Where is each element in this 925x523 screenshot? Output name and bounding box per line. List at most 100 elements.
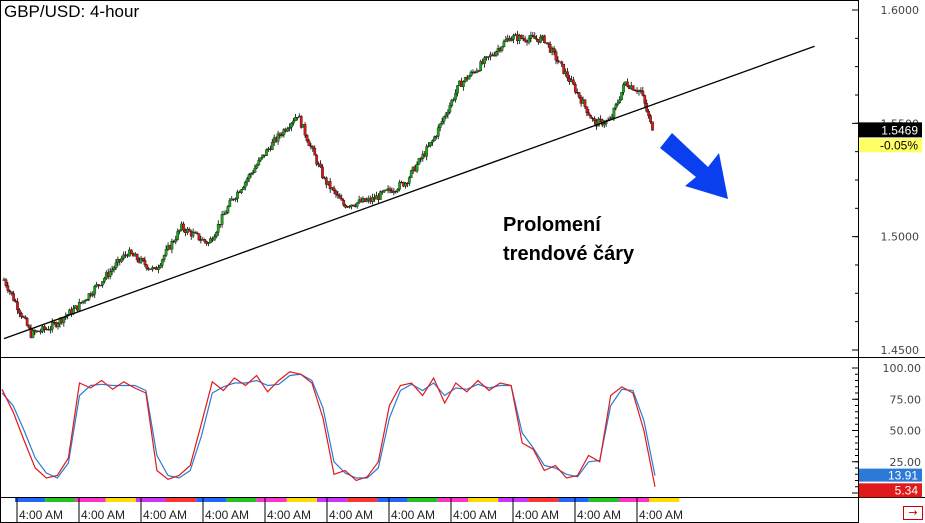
candle-up — [442, 116, 446, 122]
candle-down — [543, 35, 546, 44]
candle-down — [16, 301, 19, 311]
candle-up — [228, 200, 232, 207]
day-color-band — [105, 498, 136, 502]
candle-down — [334, 190, 338, 195]
stoch-tick-label: 50.00 — [890, 425, 922, 438]
candle-up — [50, 322, 54, 330]
candle-up — [122, 254, 126, 259]
candle-up — [290, 122, 293, 128]
candle-down — [27, 325, 31, 329]
candle-down — [406, 182, 409, 185]
candle-down — [303, 124, 307, 136]
candle-down — [566, 71, 569, 79]
candle-down — [143, 260, 147, 265]
candle-up — [512, 35, 515, 40]
candle-up — [178, 229, 181, 232]
candle-down — [338, 195, 342, 199]
candle-up — [83, 300, 87, 302]
candle-up — [48, 329, 52, 331]
candle-down — [324, 177, 328, 185]
candle-down — [195, 232, 199, 234]
candle-down — [626, 81, 629, 87]
candle-up — [170, 241, 174, 250]
candle-up — [355, 202, 359, 207]
breakout-arrow-icon — [660, 133, 728, 199]
candle-down — [340, 198, 344, 201]
candle-up — [224, 212, 228, 215]
time-tick-label: 4:00 AM — [577, 508, 621, 522]
candle-down — [4, 279, 8, 286]
candle-up — [245, 178, 249, 183]
candle-down — [321, 166, 324, 179]
candle-up — [417, 158, 421, 165]
candle-up — [407, 177, 411, 184]
candle-down — [145, 264, 149, 269]
candle-up — [475, 70, 479, 73]
scroll-to-end-button[interactable]: → — [903, 506, 923, 520]
candle-up — [261, 154, 264, 158]
candle-up — [162, 255, 166, 260]
candle-up — [539, 36, 542, 43]
candle-up — [446, 112, 450, 115]
candle-up — [243, 181, 247, 188]
time-tick-label: 4:00 AM — [267, 508, 311, 522]
candle-up — [85, 299, 89, 301]
candle-up — [602, 123, 606, 126]
candle-up — [622, 84, 625, 93]
candle-up — [616, 102, 620, 105]
candle-down — [299, 115, 303, 128]
candle-up — [434, 136, 438, 138]
day-color-band — [347, 498, 378, 502]
candle-up — [31, 330, 35, 338]
candle-up — [114, 262, 118, 269]
value-tags: 1.5469-0.05% 13.915.34 — [859, 122, 922, 498]
candle-up — [39, 331, 43, 333]
candle-up — [280, 134, 284, 136]
candle-down — [583, 99, 587, 107]
candle-up — [77, 302, 81, 311]
candle-up — [296, 117, 299, 119]
candle-down — [573, 84, 577, 93]
candle-up — [433, 136, 436, 141]
candle-down — [552, 47, 556, 52]
candle-up — [112, 267, 116, 270]
candle-up — [382, 189, 386, 193]
candle-up — [158, 265, 162, 268]
candle-up — [222, 214, 226, 216]
candle-up — [452, 99, 456, 101]
day-color-band — [135, 498, 166, 502]
candle-down — [336, 194, 340, 196]
day-color-band — [377, 498, 408, 502]
candle-up — [288, 127, 291, 129]
candle-up — [276, 133, 280, 142]
candle-down — [319, 163, 322, 168]
candle-up — [427, 145, 430, 147]
candle-down — [6, 285, 10, 291]
candle-up — [448, 105, 452, 113]
stoch-tick-label: 100.00 — [883, 362, 922, 375]
candle-up — [120, 258, 124, 262]
candle-down — [12, 293, 15, 301]
candle-down — [23, 316, 27, 319]
stoch-slow-line — [1, 373, 656, 479]
candle-up — [404, 182, 407, 187]
candle-up — [467, 75, 471, 80]
candle-down — [8, 290, 12, 292]
day-color-band — [15, 498, 46, 502]
candle-down — [554, 51, 558, 61]
candle-down — [651, 121, 654, 131]
candle-up — [251, 172, 255, 174]
candle-up — [529, 34, 533, 39]
candlestick-series — [2, 30, 654, 339]
candle-down — [477, 70, 481, 72]
candle-down — [311, 146, 315, 149]
candle-up — [255, 164, 259, 169]
candle-down — [197, 233, 201, 240]
time-tick-label: 4:00 AM — [639, 508, 683, 522]
day-color-band — [649, 498, 680, 502]
candle-up — [282, 129, 286, 136]
candle-down — [643, 95, 647, 104]
candle-up — [612, 108, 616, 118]
candle-up — [56, 323, 60, 327]
